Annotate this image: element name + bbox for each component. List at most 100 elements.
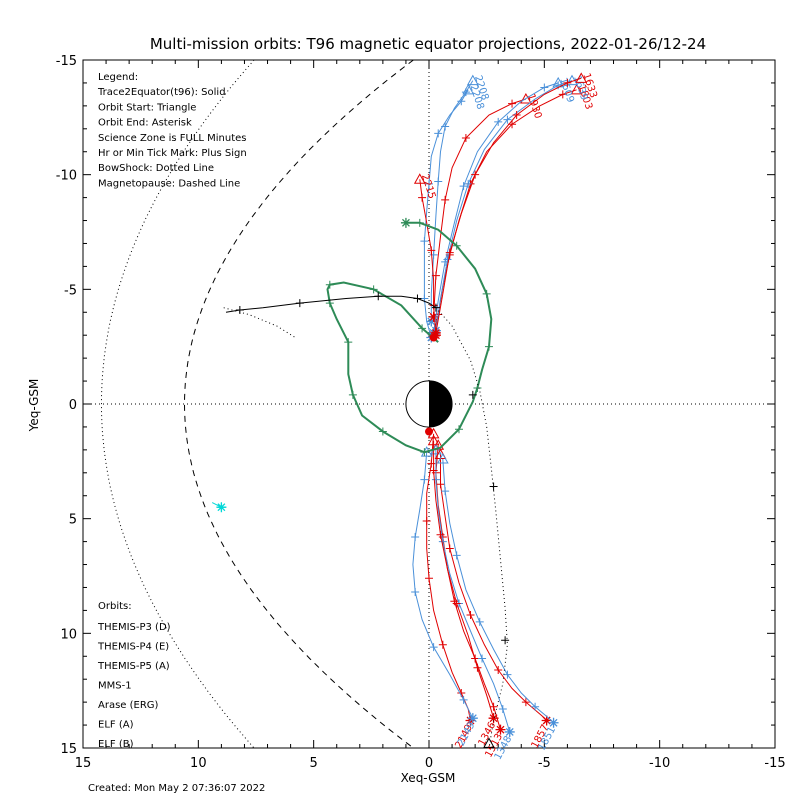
time-tick-plus [348, 390, 357, 399]
time-tick-plus [531, 702, 540, 711]
elf-trace-south [440, 454, 547, 721]
time-tick-plus [464, 179, 473, 188]
elf-trace-south [433, 440, 495, 719]
orbit-end-asterisk [467, 713, 478, 724]
elf-trace-north [435, 77, 582, 333]
time-tick-plus [429, 466, 438, 475]
x-tick-label: -10 [649, 756, 670, 771]
time-tick-plus [420, 448, 429, 457]
time-tick-plus [484, 342, 493, 351]
mms-start-triangle [483, 737, 495, 748]
mms-time-tick-plus [489, 482, 498, 491]
time-tick-plus [459, 182, 468, 191]
orbits-legend-item: THEMIS-P5 (A) [97, 661, 170, 672]
legend-line: Science Zone is FULL Minutes [98, 133, 247, 144]
time-tick-plus [369, 285, 378, 294]
time-tick-plus [498, 705, 507, 714]
orbits-legend-item: Arase (ERG) [98, 700, 159, 711]
time-tick-plus [429, 643, 438, 652]
time-tick-plus [521, 698, 530, 707]
orbit-series-line [225, 295, 437, 313]
x-tick-label: 0 [425, 756, 433, 771]
mms-time-tick-plus [501, 636, 510, 645]
time-tick-plus [452, 551, 461, 560]
time-tick-plus [461, 133, 470, 142]
y-tick-label: 0 [69, 398, 77, 413]
orbits-legend-item: ELF (A) [98, 720, 134, 731]
x-tick-label: 5 [310, 756, 318, 771]
x-tick-label: 15 [75, 756, 92, 771]
time-tick-plus [427, 246, 436, 255]
y-tick-label: -15 [56, 54, 77, 69]
time-tick-plus [441, 122, 450, 131]
time-tick-plus [434, 129, 443, 138]
time-tick-plus [558, 90, 567, 99]
time-tick-plus [459, 695, 468, 704]
time-tick-plus [445, 248, 454, 257]
y-tick-label: 5 [69, 513, 77, 528]
legend-line: Orbit End: Asterisk [98, 118, 192, 129]
time-tick-plus [508, 99, 517, 108]
time-tick-plus [482, 289, 491, 298]
elf-trace-north [430, 80, 474, 322]
time-tick-plus [445, 544, 454, 553]
time-tick-plus [461, 88, 470, 97]
time-tick-plus [436, 480, 445, 489]
chart-title: Multi-mission orbits: T96 magnetic equat… [150, 35, 706, 53]
mms-time-tick-plus [468, 390, 477, 399]
time-tick-plus [512, 111, 521, 120]
time-tick-plus [563, 78, 572, 87]
y-tick-label: 10 [60, 627, 77, 642]
time-tick-plus [503, 670, 512, 679]
elf-trace-south [426, 433, 471, 721]
time-tick-plus [411, 533, 420, 542]
x-tick-label: -15 [764, 756, 785, 771]
time-tick-plus [429, 250, 438, 259]
magnetopause-line [183, 59, 414, 749]
time-tick-plus [431, 303, 440, 312]
orbit-start-triangle [552, 76, 565, 88]
time-tick-plus [452, 241, 461, 250]
elf-trace-north [435, 80, 573, 331]
orbit-end-asterisk [495, 724, 506, 735]
time-tick-plus [540, 83, 549, 92]
orbit-end-asterisk [541, 715, 552, 726]
time-tick-plus [431, 475, 440, 484]
time-tick-plus [436, 530, 445, 539]
time-tick-plus [295, 299, 304, 308]
orbit-start-triangle [575, 72, 588, 83]
time-tick-plus [494, 117, 503, 126]
orbit-start-triangle [570, 83, 583, 95]
time-tick-plus [466, 610, 475, 619]
time-tick-plus [441, 195, 450, 204]
time-tick-plus [478, 654, 487, 663]
time-tick-plus [489, 702, 498, 711]
time-tick-plus [413, 294, 422, 303]
elf-footprint-dot [425, 427, 433, 436]
time-tick-plus [325, 280, 334, 289]
orbits-legend-item: MMS-1 [98, 681, 132, 692]
orbit-series-line [326, 221, 493, 454]
time-tick-plus [473, 663, 482, 672]
orbits-legend-item: THEMIS-P3 (D) [97, 622, 171, 633]
legend-line: Orbit Start: Triangle [98, 102, 196, 113]
orbit-start-triangle [466, 74, 479, 86]
x-axis-title: Xeq-GSM [401, 771, 456, 785]
orbit-start-triangle [413, 173, 426, 184]
time-tick-plus [471, 170, 480, 179]
orbit-start-triangle [427, 434, 440, 446]
arase-start-asterisk [400, 217, 411, 228]
orbit-end-asterisk [488, 713, 499, 724]
time-tick-plus [418, 324, 427, 333]
y-tick-label: 15 [60, 742, 77, 757]
time-tick-plus [425, 179, 433, 188]
time-tick-plus [441, 487, 450, 496]
time-tick-plus [473, 383, 482, 392]
time-tick-plus [494, 666, 503, 675]
time-tick-plus [434, 177, 443, 186]
orbits-legend-title: Orbits: [98, 601, 132, 612]
x-tick-label: -5 [538, 756, 551, 771]
time-tick-plus [378, 427, 387, 436]
